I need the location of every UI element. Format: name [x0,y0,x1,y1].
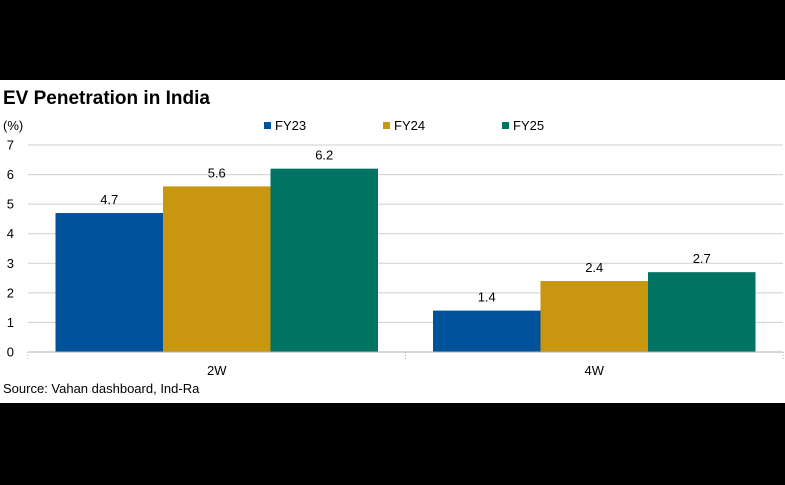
bar-fy23-2w [55,213,163,352]
x-tick-label: 4W [585,363,605,378]
chart-title: EV Penetration in India [3,88,210,109]
legend-item-fy24: FY24 [383,117,425,133]
source-note: Source: Vahan dashboard, Ind-Ra [3,381,200,396]
bar-fy25-2w [270,168,378,352]
y-tick-label: 6 [7,167,14,182]
y-tick-label: 0 [7,345,14,360]
y-axis-unit-label: (%) [3,118,24,133]
bar-fy23-4w [433,310,541,352]
legend-label-fy23: FY23 [275,117,307,133]
data-label-fy25-4w: 2.7 [693,251,711,266]
y-tick-label: 2 [7,285,14,300]
legend-label-fy25: FY25 [513,117,545,133]
y-tick-label: 1 [7,315,14,330]
y-tick-label: 5 [7,197,14,212]
legend-label-fy24: FY24 [394,117,426,133]
legend-item-fy25: FY25 [502,117,544,133]
y-tick-label: 4 [7,226,14,241]
chart-panel: EV Penetration in India (%) FY23 FY24 FY… [0,80,785,403]
legend-swatch-fy24 [383,121,390,129]
data-label-fy24-2w: 5.6 [208,165,226,180]
x-tick-label: 2W [207,363,227,378]
legend-swatch-fy23 [264,121,271,129]
legend-swatch-fy25 [502,121,509,129]
data-label-fy23-2w: 4.7 [100,192,118,207]
legend-item-fy23: FY23 [264,117,306,133]
bar-fy24-4w [540,281,648,352]
bar-fy24-2w [163,186,271,352]
data-label-fy24-4w: 2.4 [585,260,603,275]
bar-chart: 0 1 2 3 4 5 6 7 4.7 5.6 6.2 2W 1.4 2.4 2.7 4W [7,138,784,378]
data-label-fy23-4w: 1.4 [478,290,496,305]
bar-fy25-4w [648,272,756,352]
y-tick-label: 7 [7,138,14,153]
y-tick-label: 3 [7,256,14,271]
data-label-fy25-2w: 6.2 [315,148,333,163]
